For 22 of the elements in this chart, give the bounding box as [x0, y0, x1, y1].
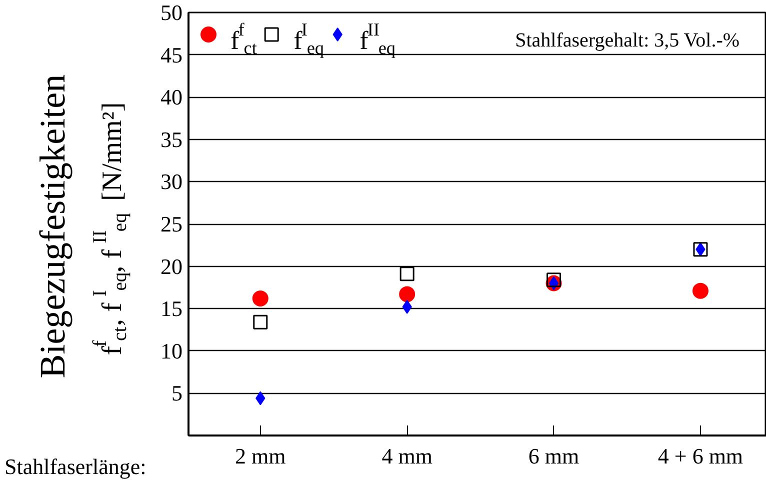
y-tick-label: 45	[160, 42, 182, 68]
x-tick-label: 6 mm	[528, 444, 580, 468]
point	[253, 314, 268, 330]
y-tick-label: 15	[160, 296, 182, 322]
point	[399, 286, 416, 302]
point	[400, 266, 414, 282]
point	[692, 282, 708, 299]
y-tick-label: 5	[172, 380, 182, 406]
y-tick-label: 35	[160, 126, 182, 152]
x-tick-label: 2 mm	[235, 444, 286, 468]
y-tick-label: 30	[160, 169, 182, 194]
x-tick-label: 4 + 6 mm	[658, 444, 744, 468]
y-tick-label: 20	[160, 254, 182, 279]
annotation: Stahlfasergehalt: 3,5 Vol.-%	[515, 30, 740, 52]
point	[546, 272, 562, 288]
y-tick-label: 25	[160, 212, 182, 236]
point	[252, 290, 268, 306]
x-axis-title: Stahlfaserlänge:	[4, 454, 146, 479]
y-tick-label: 10	[160, 338, 182, 364]
x-tick-label: 4 mm	[382, 444, 432, 468]
y-tick-label: 50	[160, 0, 182, 25]
y-tick-label: 40	[160, 84, 182, 110]
